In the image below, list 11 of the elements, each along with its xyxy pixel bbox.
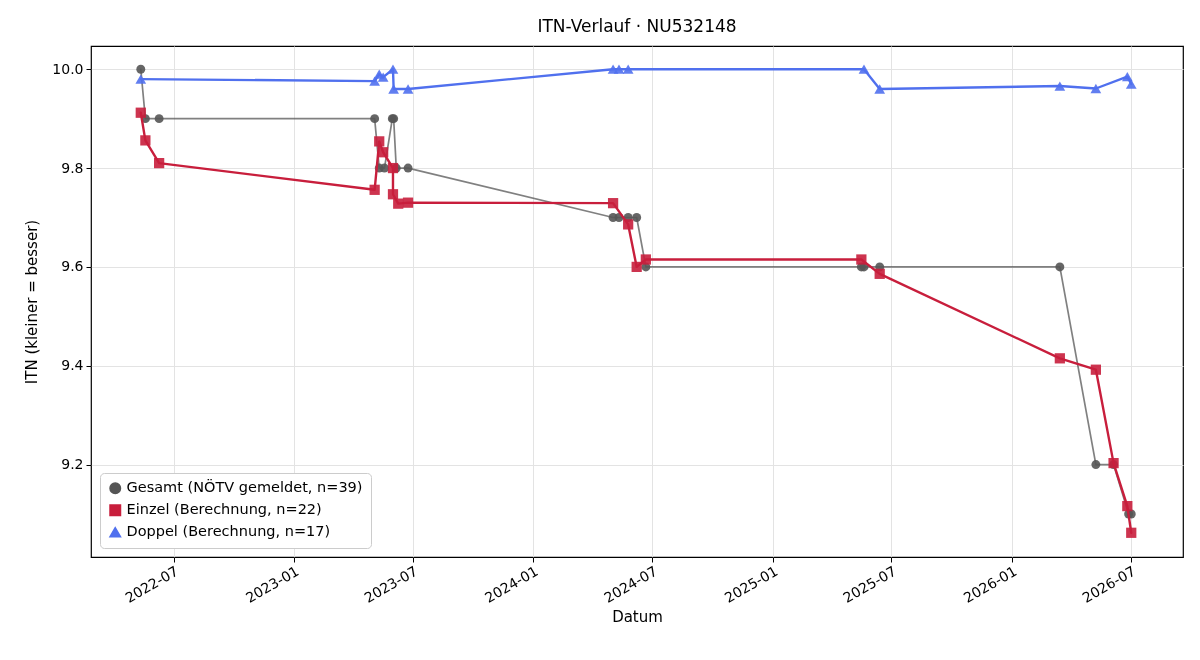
y-tick-label: 9.8 xyxy=(61,159,84,176)
y-tick-label: 10.0 xyxy=(52,60,84,77)
y-tick-label: 9.2 xyxy=(61,456,84,473)
legend-label: Doppel (Berechnung, n=17) xyxy=(126,523,331,540)
y-tick-label: 9.6 xyxy=(61,258,84,275)
y-tick-label: 9.4 xyxy=(61,357,84,374)
chart-title: ITN-Verlauf · NU532148 xyxy=(537,16,737,36)
legend-label: Einzel (Berechnung, n=22) xyxy=(126,501,322,518)
legend-label: Gesamt (NÖTV gemeldet, n=39) xyxy=(126,478,363,496)
y-axis-title: ITN (kleiner = besser) xyxy=(23,219,42,385)
x-axis-title: Datum xyxy=(612,607,663,626)
